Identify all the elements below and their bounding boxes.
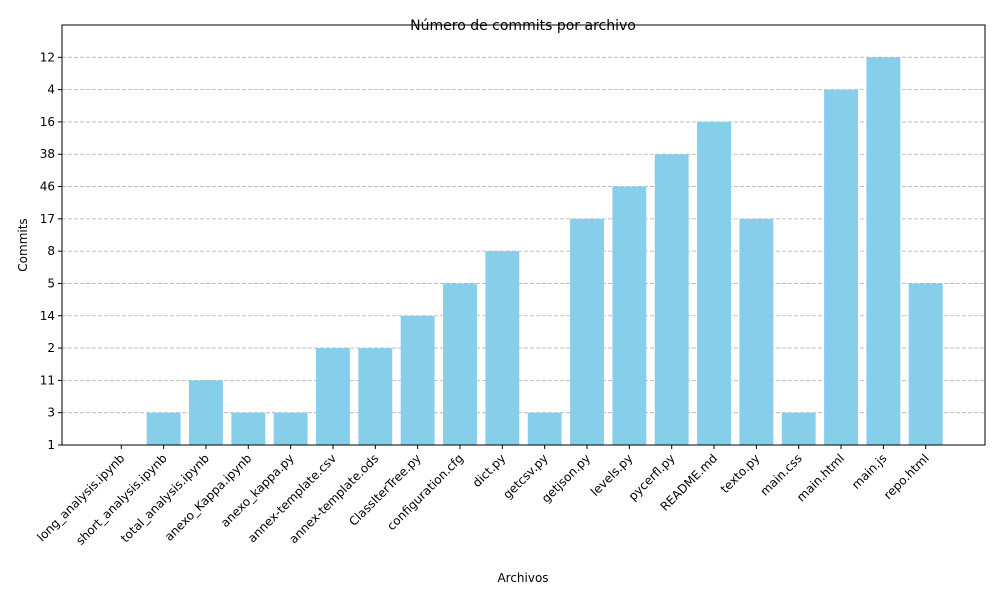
bar (570, 218, 604, 445)
bar (400, 315, 435, 445)
bar (781, 412, 816, 445)
x-axis-label: Archivos (497, 571, 548, 585)
plot-frame (61, 24, 986, 446)
y-tick-label: 11 (40, 373, 55, 387)
y-tick-label: 14 (40, 309, 55, 323)
x-tick-label: anexo_kappa.py (218, 451, 297, 530)
y-tick-label: 2 (47, 341, 55, 355)
y-tick-label: 17 (40, 212, 55, 226)
y-tick-label: 38 (40, 147, 55, 161)
bar (443, 283, 477, 445)
bar (654, 154, 689, 445)
bar (189, 380, 223, 445)
x-tick-label: dict.py (470, 451, 509, 490)
bar (316, 348, 350, 445)
bar (866, 57, 901, 446)
bar (358, 348, 393, 445)
x-tick-label: ClassIterTree.py (346, 451, 424, 529)
bar (908, 283, 943, 445)
chart-title: Número de commits por archivo (410, 18, 636, 34)
y-tick-label: 3 (47, 406, 55, 420)
y-tick-label: 5 (47, 276, 55, 290)
y-tick-label: 46 (40, 180, 55, 194)
bar (485, 251, 520, 445)
y-tick-label: 4 (47, 83, 55, 97)
bar (527, 412, 562, 445)
bar (273, 412, 308, 445)
y-tick-label: 1 (47, 438, 55, 452)
y-tick-label: 16 (40, 115, 55, 129)
bar (612, 186, 647, 446)
x-tick-label: repo.html (881, 451, 932, 502)
bar (697, 121, 731, 445)
bar (231, 412, 266, 445)
x-tick-label: texto.py (718, 451, 763, 496)
x-tick-label: main.js (849, 451, 890, 492)
bar (739, 218, 774, 445)
y-tick-label: 8 (47, 244, 55, 258)
x-tick-label: configuration.cfg (384, 451, 466, 533)
bar (824, 89, 858, 445)
y-tick-label: 12 (40, 50, 55, 64)
y-axis-label: Commits (16, 218, 30, 271)
bar (146, 412, 181, 445)
